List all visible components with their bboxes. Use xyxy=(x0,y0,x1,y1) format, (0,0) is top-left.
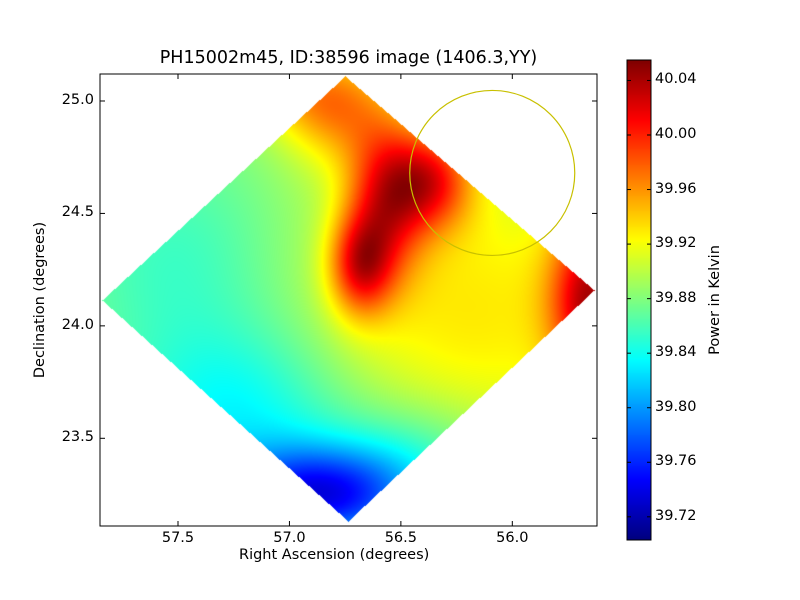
x-tick-label: 56.0 xyxy=(496,530,529,546)
colorbar-tick-label: 39.80 xyxy=(655,398,697,415)
colorbar-tick-label: 39.76 xyxy=(655,453,697,470)
colorbar-tick-label: 39.84 xyxy=(655,344,697,361)
x-tick-label: 57.0 xyxy=(273,530,306,546)
colorbar-tick-label: 39.96 xyxy=(655,180,697,197)
y-tick-label: 24.0 xyxy=(61,316,94,333)
y-tick-label: 25.0 xyxy=(61,91,94,108)
colorbar-tick-label: 40.00 xyxy=(655,126,697,142)
x-tick-label: 56.5 xyxy=(384,530,417,546)
annotation-circle xyxy=(409,89,576,257)
y-tick-label: 23.5 xyxy=(61,429,94,446)
colorbar xyxy=(627,60,651,540)
colorbar-label: Power in Kelvin xyxy=(707,245,723,355)
y-axis-label: Declination (degrees) xyxy=(32,221,48,379)
colorbar-tick-label: 39.72 xyxy=(655,507,697,524)
colorbar-tick-label: 39.92 xyxy=(655,235,697,252)
chart-title: PH15002m45, ID:38596 image (1406.3,YY) xyxy=(159,48,538,68)
colorbar-frame xyxy=(626,59,652,541)
plot-frame xyxy=(99,73,598,527)
y-tick-label: 24.5 xyxy=(61,204,94,221)
x-axis-label: Right Ascension (degrees) xyxy=(239,547,430,563)
heatmap-image xyxy=(100,74,597,526)
colorbar-tick-label: 40.04 xyxy=(655,71,697,88)
colorbar-tick-label: 39.88 xyxy=(655,289,697,306)
x-tick-label: 57.5 xyxy=(161,530,195,546)
